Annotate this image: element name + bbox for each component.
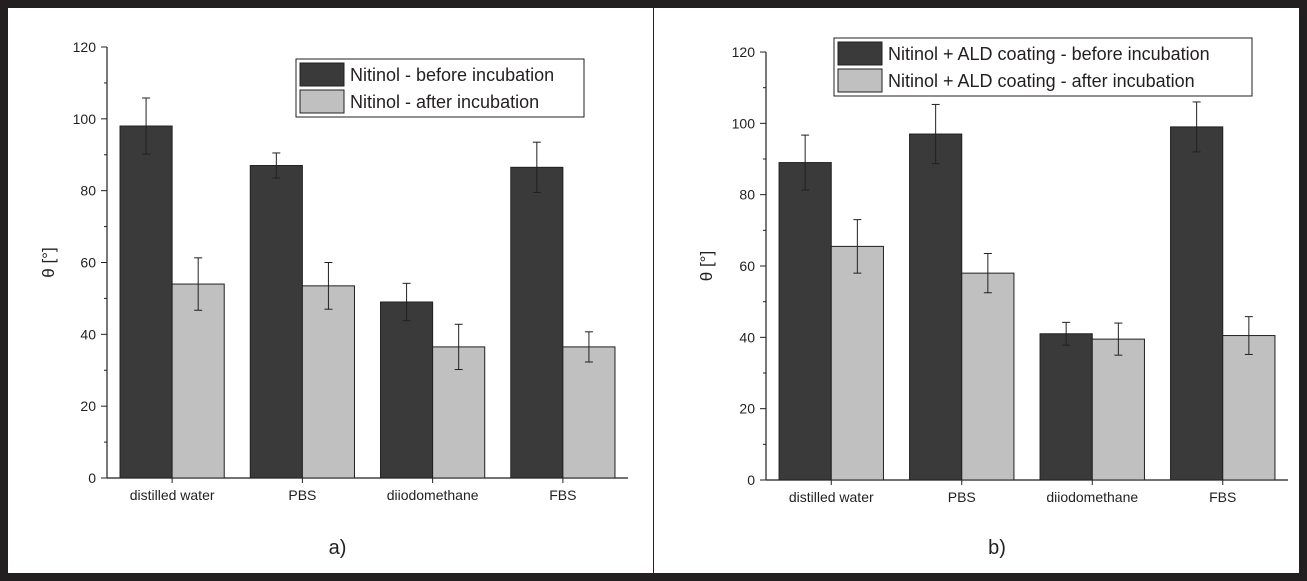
bar <box>1170 126 1224 481</box>
legend-box <box>833 37 1253 97</box>
bar <box>1222 335 1276 481</box>
legend-swatch <box>299 89 345 114</box>
panel-divider <box>653 8 654 573</box>
bar <box>119 125 173 479</box>
bar <box>171 283 225 479</box>
bar <box>830 245 884 481</box>
y-tick-label: 120 <box>732 44 756 60</box>
y-tick-label: 60 <box>80 255 96 271</box>
panel-label: b) <box>988 537 1006 559</box>
legend-label: Nitinol + ALD coating - after incubation <box>888 71 1195 91</box>
y-tick-label: 20 <box>739 401 755 417</box>
x-tick-label: PBS <box>948 489 976 505</box>
legend-label: Nitinol - after incubation <box>350 92 539 112</box>
x-tick-label: PBS <box>288 487 316 503</box>
legend-label: Nitinol + ALD coating - before incubatio… <box>888 44 1210 64</box>
y-tick-label: 60 <box>739 258 755 274</box>
legend-label: Nitinol - before incubation <box>350 65 554 85</box>
bar <box>1039 333 1093 481</box>
x-tick-label: diiodomethane <box>387 487 479 503</box>
y-tick-label: 80 <box>739 187 755 203</box>
bar <box>249 165 303 479</box>
y-tick-label: 40 <box>739 329 755 345</box>
bar <box>961 272 1015 481</box>
bar <box>909 133 963 481</box>
x-tick-label: distilled water <box>130 487 215 503</box>
bar <box>380 301 434 479</box>
bar <box>301 285 355 479</box>
bar <box>778 162 832 481</box>
chart-panel-a: 0 20 40 60 80 100 120 θ [°] distilled water PBS di… <box>8 8 653 573</box>
legend-swatch <box>837 68 883 93</box>
legend-swatch <box>299 62 345 87</box>
bar <box>510 166 564 479</box>
bar <box>1091 338 1145 481</box>
legend-swatch <box>837 41 883 66</box>
y-tick-label: 100 <box>732 115 756 131</box>
figure-frame: 0 20 40 60 80 100 120 θ [°] distilled water PBS di… <box>8 8 1299 573</box>
x-tick-label: FBS <box>1209 489 1236 505</box>
y-tick-label: 0 <box>747 472 755 488</box>
x-tick-label: diiodomethane <box>1046 489 1138 505</box>
x-tick-label: FBS <box>549 487 576 503</box>
y-axis-label: θ [°] <box>697 251 716 281</box>
y-tick-label: 100 <box>73 111 97 127</box>
y-tick-label: 80 <box>80 183 96 199</box>
chart-a-svg: 0 20 40 60 80 100 120 θ [°] distilled water PBS di… <box>39 39 628 559</box>
chart-panel-b: 0 20 40 60 80 100 120 θ [°] distilled water PBS di… <box>654 8 1299 573</box>
bar <box>562 346 616 479</box>
y-tick-label: 0 <box>88 470 96 486</box>
panel-label: a) <box>329 537 347 559</box>
y-tick-label: 40 <box>80 326 96 342</box>
y-tick-label: 20 <box>80 398 96 414</box>
chart-b-svg: 0 20 40 60 80 100 120 θ [°] distilled water PBS di… <box>697 37 1288 559</box>
y-axis-label: θ [°] <box>39 247 58 277</box>
x-tick-label: distilled water <box>789 489 874 505</box>
y-tick-label: 120 <box>73 39 97 55</box>
